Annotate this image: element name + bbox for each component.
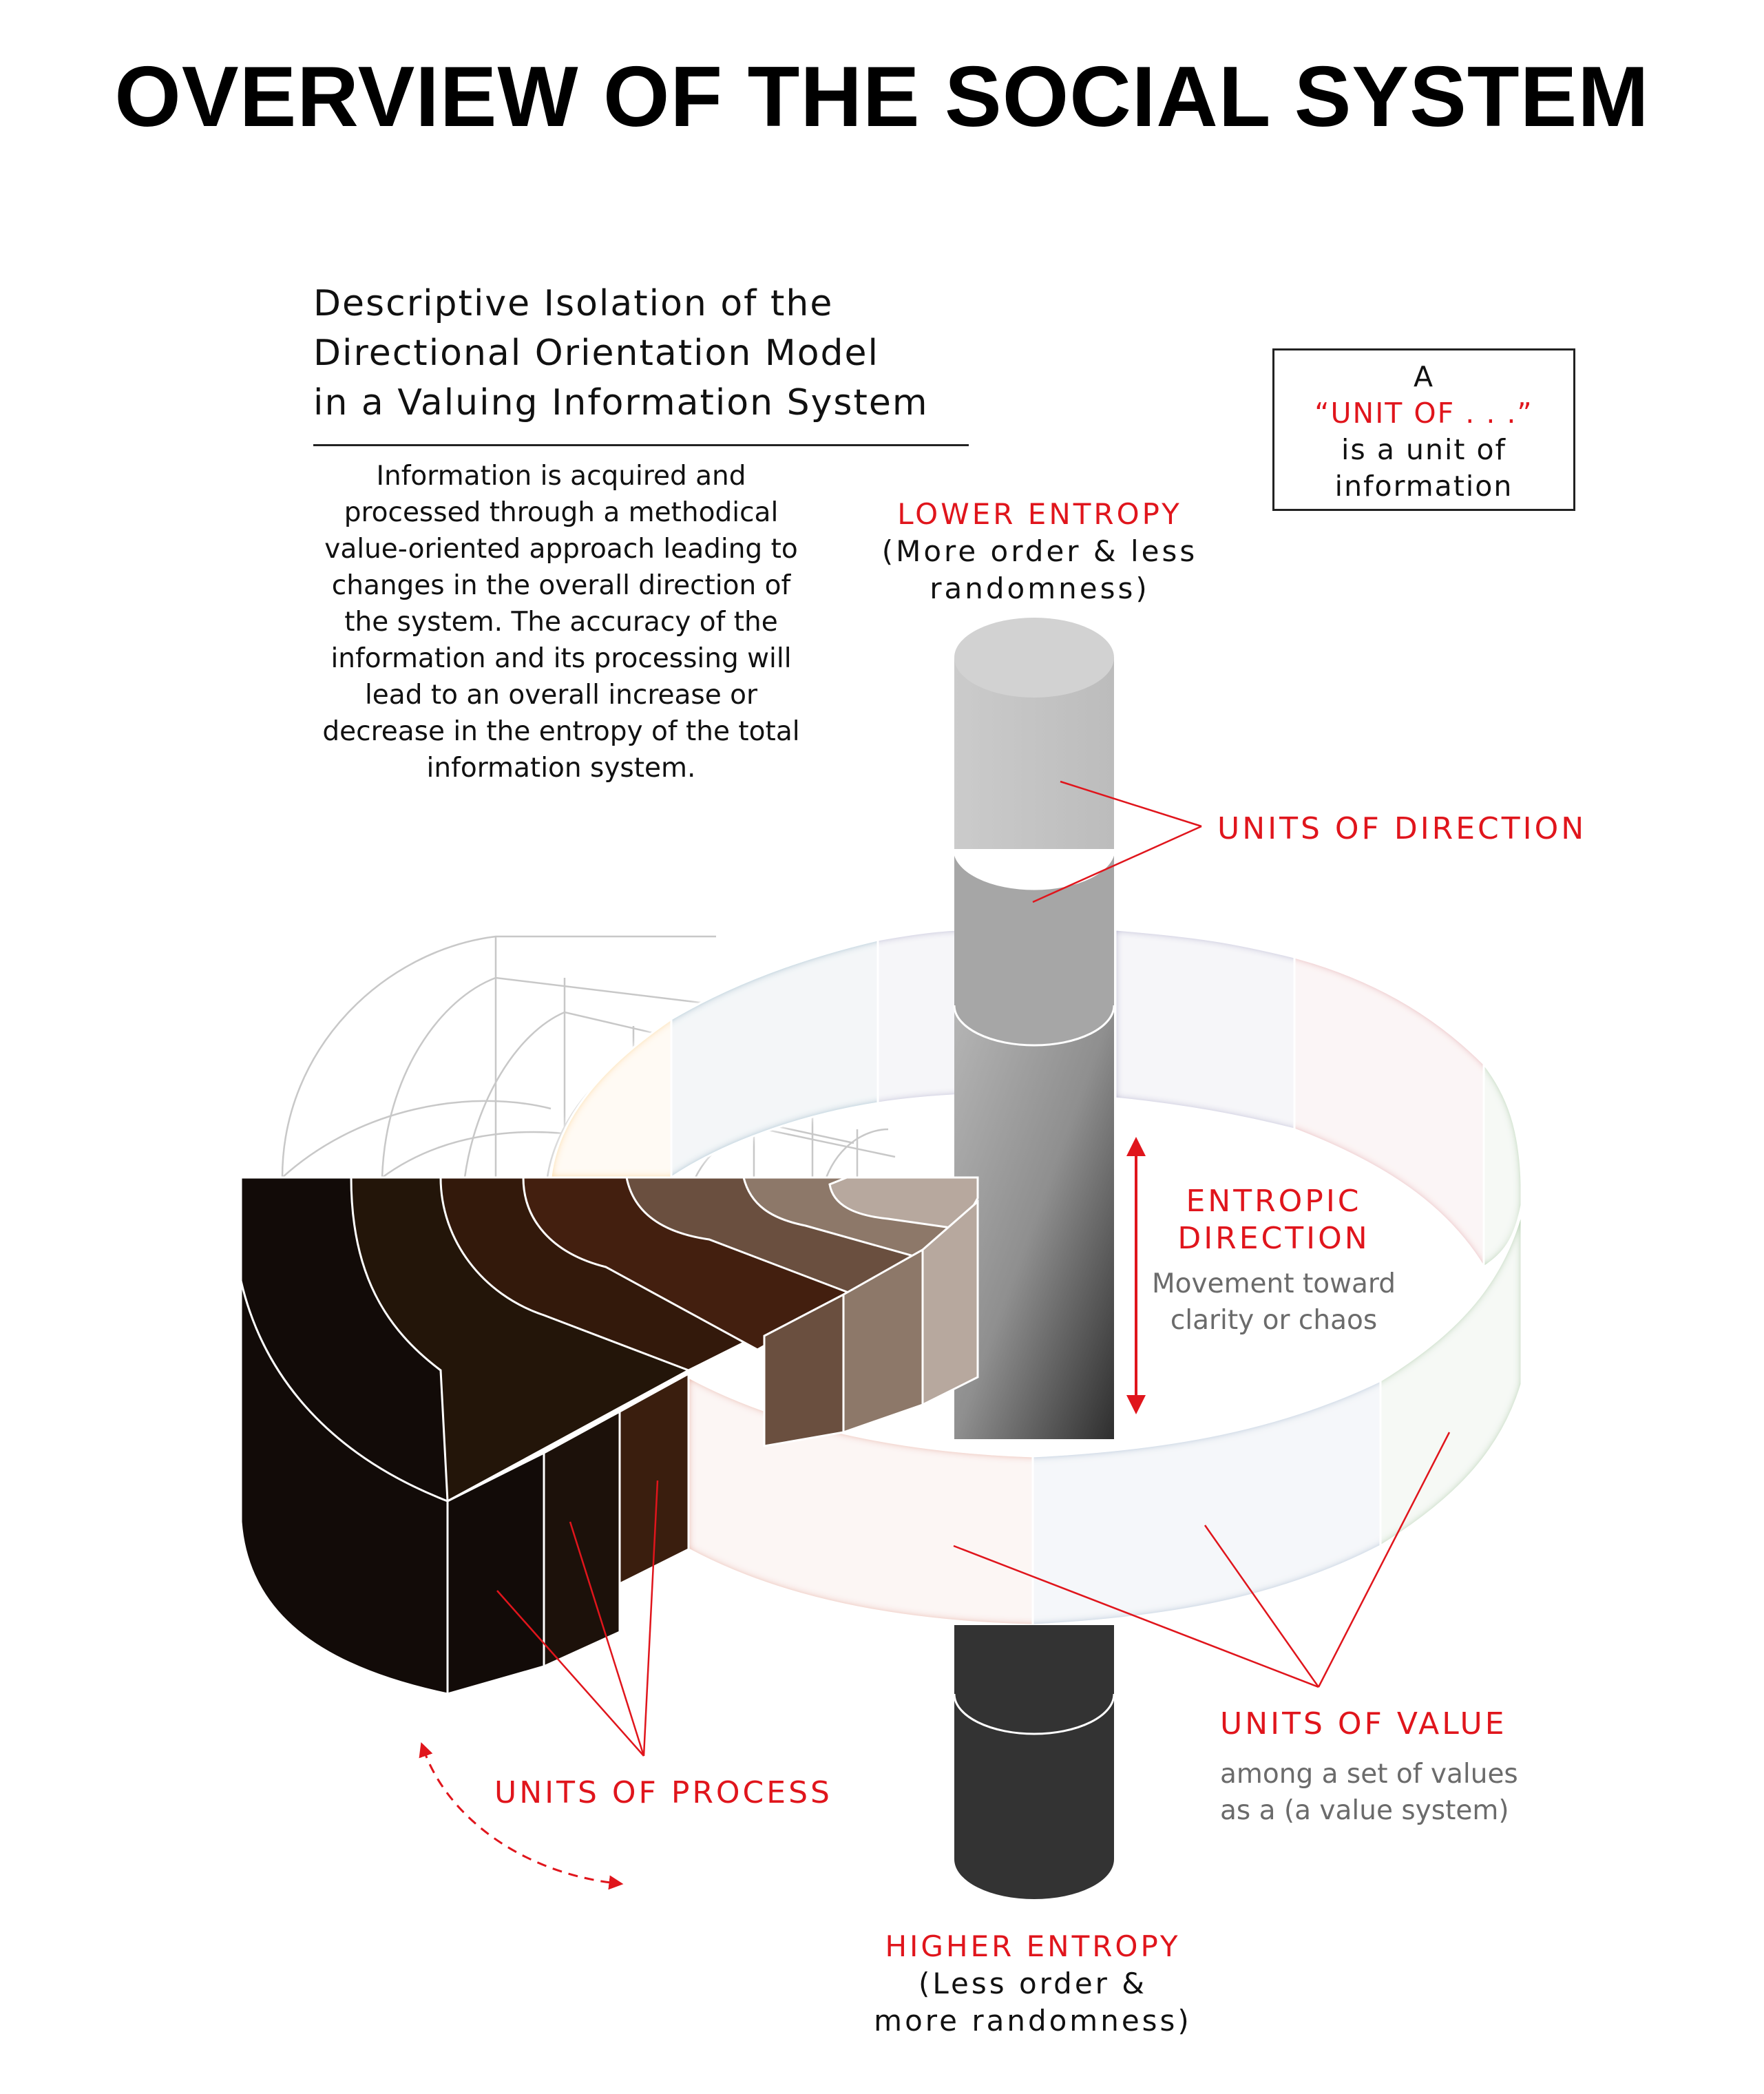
column-segment-dark <box>954 1625 1114 1899</box>
process-front-6 <box>921 1199 979 1407</box>
entropic-direction-label: ENTROPIC DIRECTION <box>1136 1183 1411 1257</box>
direction-column-lower <box>953 1625 1115 1899</box>
page-title: OVERVIEW OF THE SOCIAL SYSTEM <box>114 50 1650 145</box>
process-arc-7 <box>828 1176 979 1231</box>
lower-entropy-desc-1: (More order & less <box>881 534 1198 568</box>
column-segment-light <box>954 849 1114 1045</box>
process-front-3 <box>618 1372 690 1586</box>
entropic-direction-desc: Movement toward clarity or chaos <box>1151 1268 1396 1336</box>
column-top-cap <box>954 618 1114 698</box>
note-line-2: “UNIT OF . . .” <box>1314 397 1533 430</box>
value-ring-front <box>687 1211 1523 1626</box>
note-line-4: information <box>1334 470 1513 503</box>
subtitle-line-3: in a Valuing Information System <box>313 382 929 423</box>
direction-column <box>953 618 1115 1439</box>
units-of-direction-label: UNITS OF DIRECTION <box>1217 811 1587 846</box>
note-line-3: is a unit of <box>1341 433 1506 466</box>
higher-entropy-label: HIGHER ENTROPY (Less order & more random… <box>840 1928 1226 2040</box>
units-of-value-desc: among a set of values as a (a value syst… <box>1220 1756 1578 1829</box>
higher-entropy-desc-1: (Less order & <box>918 1967 1148 2000</box>
unit-of-note-box: A “UNIT OF . . .” is a unit of informati… <box>1272 348 1575 511</box>
units-of-process-label: UNITS OF PROCESS <box>494 1775 832 1810</box>
intro-paragraph: Information is acquired and processed th… <box>322 461 800 784</box>
ring-segment-yellow <box>549 1017 673 1179</box>
column-segment-mid <box>954 1005 1114 1439</box>
units-of-value-label: UNITS OF VALUE <box>1220 1706 1507 1741</box>
lower-entropy-desc-2: randomness) <box>930 572 1150 605</box>
process-block <box>240 1175 979 1695</box>
note-line-1: A <box>1413 360 1435 393</box>
ring-segment-purple-right <box>1114 928 1296 1131</box>
higher-entropy-desc-2: more randomness) <box>874 2004 1192 2038</box>
subtitle-line-2: Directional Orientation Model <box>313 333 879 374</box>
units-of-value-desc-1: among a set of values <box>1220 1759 1518 1790</box>
process-front-2 <box>543 1410 621 1668</box>
entropic-direction-line-2: DIRECTION <box>1177 1221 1370 1256</box>
lower-entropy-label: LOWER ENTROPY (More order & less randomn… <box>847 496 1232 607</box>
rotation-arrow <box>419 1742 624 1890</box>
higher-entropy-title: HIGHER ENTROPY <box>885 1929 1181 1963</box>
subtitle: Descriptive Isolation of the Directional… <box>313 279 1002 428</box>
lower-entropy-title: LOWER ENTROPY <box>897 497 1182 531</box>
subtitle-divider <box>313 444 969 446</box>
entropic-direction-line-1: ENTROPIC <box>1186 1184 1362 1219</box>
ring-segment-green-back <box>1482 1060 1523 1269</box>
ring-segment-purple-left <box>876 928 965 1104</box>
leader-lines <box>496 780 1451 1757</box>
units-of-value-desc-2: as a (a value system) <box>1220 1795 1509 1826</box>
ring-segment-green-front <box>1379 1211 1523 1548</box>
subtitle-line-1: Descriptive Isolation of the <box>313 283 834 324</box>
